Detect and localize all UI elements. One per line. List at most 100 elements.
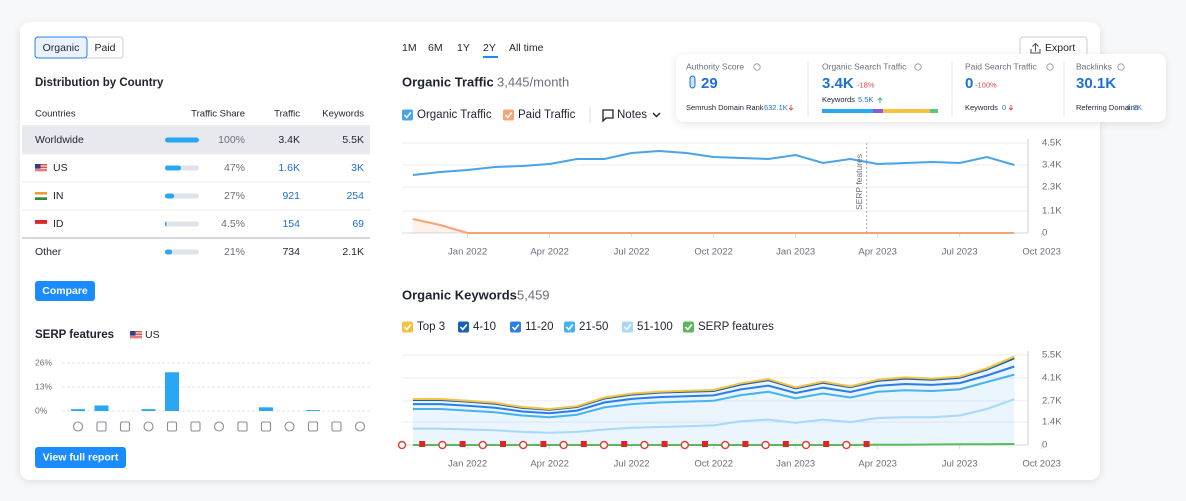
- metric-sub-label: Referring Domains: [1076, 103, 1139, 112]
- country-name: Other: [35, 246, 62, 258]
- check-mark: [403, 112, 412, 119]
- legend-label[interactable]: 51-100: [637, 321, 673, 333]
- serp-marker: [621, 441, 628, 447]
- series-line: [412, 218, 1015, 234]
- keywords-value[interactable]: 254: [346, 190, 364, 202]
- check-mark: [504, 112, 513, 119]
- notes-chevron: [652, 112, 661, 118]
- serp-marker: [419, 441, 426, 447]
- serp-marker: [397, 440, 407, 450]
- y-tick-label: 0: [1042, 228, 1047, 239]
- range-option[interactable]: 1Y: [457, 42, 470, 54]
- share-bar: [165, 165, 181, 171]
- serp-marker: [661, 441, 668, 447]
- info-icon: [1046, 63, 1054, 71]
- notes-label[interactable]: Notes: [617, 109, 647, 121]
- range-option[interactable]: 2Y: [483, 42, 496, 54]
- legend-label[interactable]: 11-20: [525, 321, 554, 333]
- export-label[interactable]: Export: [1045, 42, 1075, 54]
- annotation-label: SERP features: [854, 154, 864, 210]
- traffic-value[interactable]: 1.6K: [278, 162, 300, 174]
- range-option[interactable]: 6M: [428, 42, 443, 54]
- legend-checkbox[interactable]: [683, 321, 694, 333]
- tab-selected[interactable]: [34, 36, 88, 59]
- y-tick-label: 26%: [35, 357, 52, 367]
- y-tick-label: 0%: [35, 405, 48, 415]
- serp-marker: [801, 440, 811, 450]
- flag-stripe: [130, 334, 142, 335]
- legend-checkbox[interactable]: [510, 321, 521, 333]
- score-icon: [689, 75, 696, 89]
- legend-checkbox[interactable]: [503, 109, 514, 121]
- flag-stripe: [35, 192, 47, 195]
- check-mark: [565, 324, 574, 331]
- trend-arrow: [788, 105, 794, 111]
- metric-sub-label: Keywords: [965, 103, 998, 112]
- view-report-button[interactable]: [35, 447, 126, 468]
- legend-checkbox[interactable]: [622, 321, 633, 333]
- column-header: Traffic Share: [191, 109, 245, 120]
- keyword-mix-bar: [873, 109, 883, 113]
- legend-label[interactable]: Top 3: [417, 321, 445, 333]
- flag-stripe: [35, 170, 47, 172]
- traffic-value[interactable]: 154: [282, 218, 300, 230]
- keyword-mix-bar: [822, 109, 873, 113]
- view-report-label[interactable]: View full report: [43, 451, 119, 463]
- y-tick-label: 4.5K: [1042, 138, 1062, 149]
- y-tick-label: 0: [1042, 440, 1047, 451]
- metric-value: 30.1K: [1076, 75, 1116, 92]
- traffic-value[interactable]: 921: [282, 190, 300, 202]
- share-label: 47%: [224, 162, 245, 174]
- legend-label[interactable]: 21-50: [579, 321, 608, 333]
- legend-label[interactable]: SERP features: [698, 321, 774, 333]
- compare-label[interactable]: Compare: [42, 285, 88, 297]
- check-mark: [684, 324, 693, 331]
- check-mark: [511, 324, 520, 331]
- y-tick-label: 2.3K: [1042, 182, 1062, 193]
- x-tick-label: Jan 2022: [448, 247, 487, 258]
- series-line: [412, 149, 1015, 176]
- check-mark: [459, 324, 468, 331]
- serp-marker: [599, 440, 609, 450]
- legend-checkbox[interactable]: [402, 109, 413, 121]
- flag-canton: [35, 164, 41, 169]
- mode-tab[interactable]: Organic: [43, 42, 80, 54]
- x-tick-label: Apr 2022: [530, 459, 569, 470]
- range-option[interactable]: All time: [509, 42, 544, 54]
- series-line: [412, 443, 1015, 446]
- compare-button[interactable]: [35, 281, 95, 301]
- share-track: [165, 221, 199, 227]
- metric-label: Paid Search Traffic: [965, 61, 1037, 71]
- country-name: IN: [53, 190, 64, 202]
- flag-stripe: [34, 223, 48, 229]
- serp-marker: [823, 441, 830, 447]
- serp-icon: [190, 421, 201, 432]
- flag-stripe: [130, 331, 142, 332]
- metric-sub-value: 632.1K: [764, 103, 788, 112]
- y-tick-label: 5.5K: [1042, 350, 1062, 361]
- legend-label[interactable]: Paid Traffic: [518, 109, 576, 121]
- mode-tab[interactable]: Paid: [94, 42, 115, 54]
- keywords-value[interactable]: 69: [352, 218, 364, 230]
- y-tick-label: 3.4K: [1042, 160, 1062, 171]
- legend-label[interactable]: Organic Traffic: [417, 109, 492, 121]
- trend-arrow: [877, 97, 883, 103]
- legend-label[interactable]: 4-10: [473, 321, 496, 333]
- x-tick-label: Apr 2022: [530, 247, 569, 258]
- check-mark: [623, 324, 632, 331]
- x-tick-label: Jan 2023: [776, 247, 815, 258]
- check-mark: [403, 324, 412, 331]
- metric-value: 0: [965, 75, 973, 92]
- y-tick-label: 13%: [35, 381, 52, 391]
- keywords-value[interactable]: 3K: [351, 162, 364, 174]
- serp-icon: [354, 421, 366, 432]
- legend-checkbox[interactable]: [402, 321, 413, 333]
- legend-checkbox[interactable]: [458, 321, 469, 333]
- share-bar: [165, 193, 175, 199]
- serp-icon: [307, 421, 319, 432]
- metric-change: -100%: [975, 80, 997, 89]
- legend-checkbox[interactable]: [564, 321, 575, 333]
- range-option[interactable]: 1M: [402, 42, 417, 54]
- serp-icon: [143, 421, 154, 432]
- serp-icon: [119, 421, 131, 432]
